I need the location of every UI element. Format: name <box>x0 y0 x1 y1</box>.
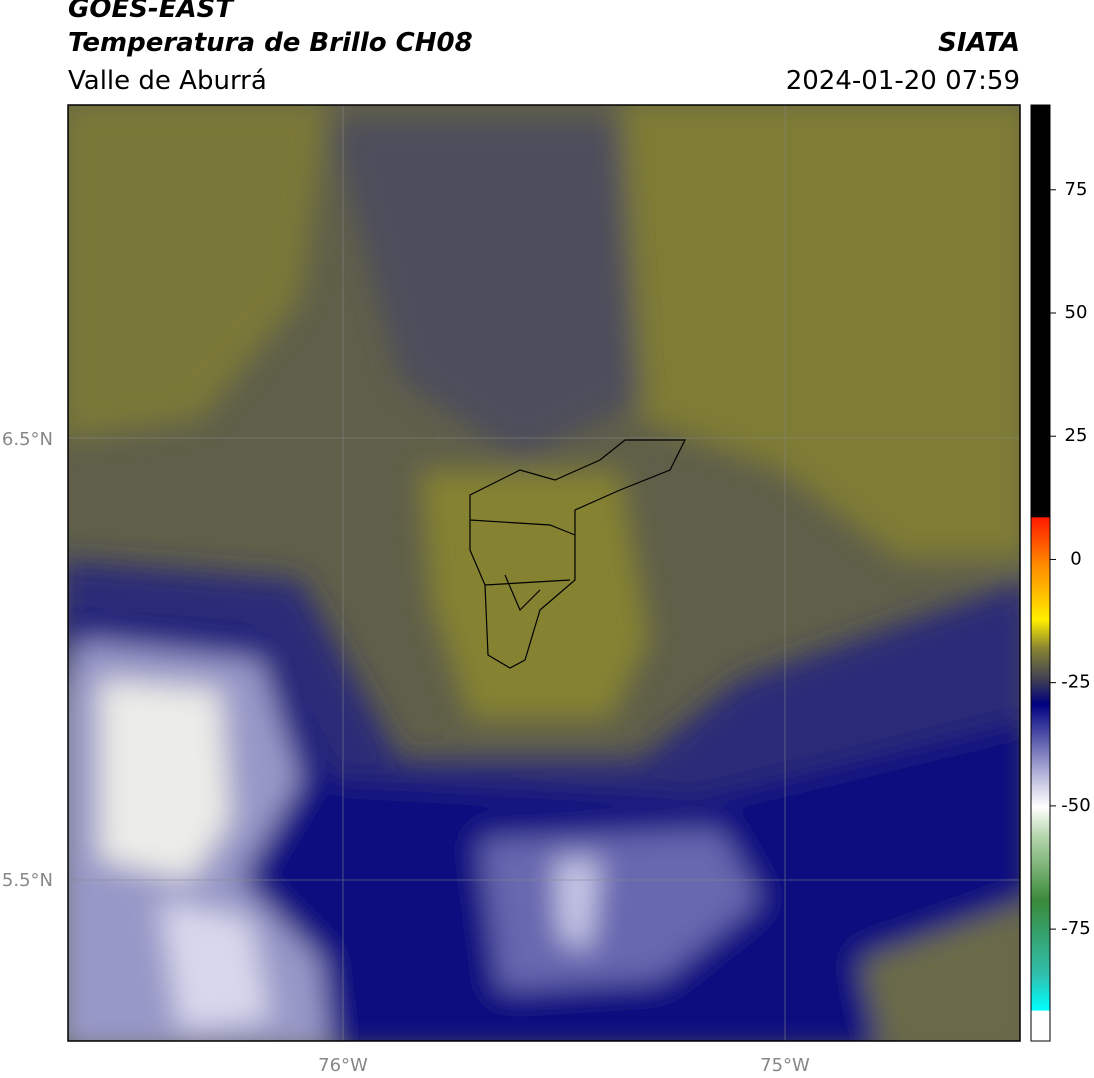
lat-label: 5.5°N <box>2 870 53 891</box>
colorbar-tick-label: 50 <box>1065 302 1088 323</box>
colorbar-tick-label: 75 <box>1065 179 1088 200</box>
colorbar-tick-label: -50 <box>1061 795 1090 816</box>
colorbar-tick-label: 0 <box>1070 548 1081 569</box>
colorbar-tick-label: -75 <box>1061 918 1090 939</box>
lon-label: 75°W <box>760 1055 810 1076</box>
region: Valle de Aburrá <box>68 66 267 96</box>
lat-label: 6.5°N <box>2 429 53 450</box>
lon-label: 76°W <box>318 1055 368 1076</box>
imagery <box>68 105 1020 1041</box>
subtitle: Temperatura de Brillo CH08 <box>68 28 473 58</box>
colorbar-tick-label: 25 <box>1065 425 1088 446</box>
title: GOES-EAST <box>68 0 234 24</box>
timestamp: 2024-01-20 07:59 <box>785 66 1020 96</box>
source: SIATA <box>938 28 1020 58</box>
colorbar <box>1030 104 1051 1042</box>
colorbar-tick-label: -25 <box>1061 672 1090 693</box>
